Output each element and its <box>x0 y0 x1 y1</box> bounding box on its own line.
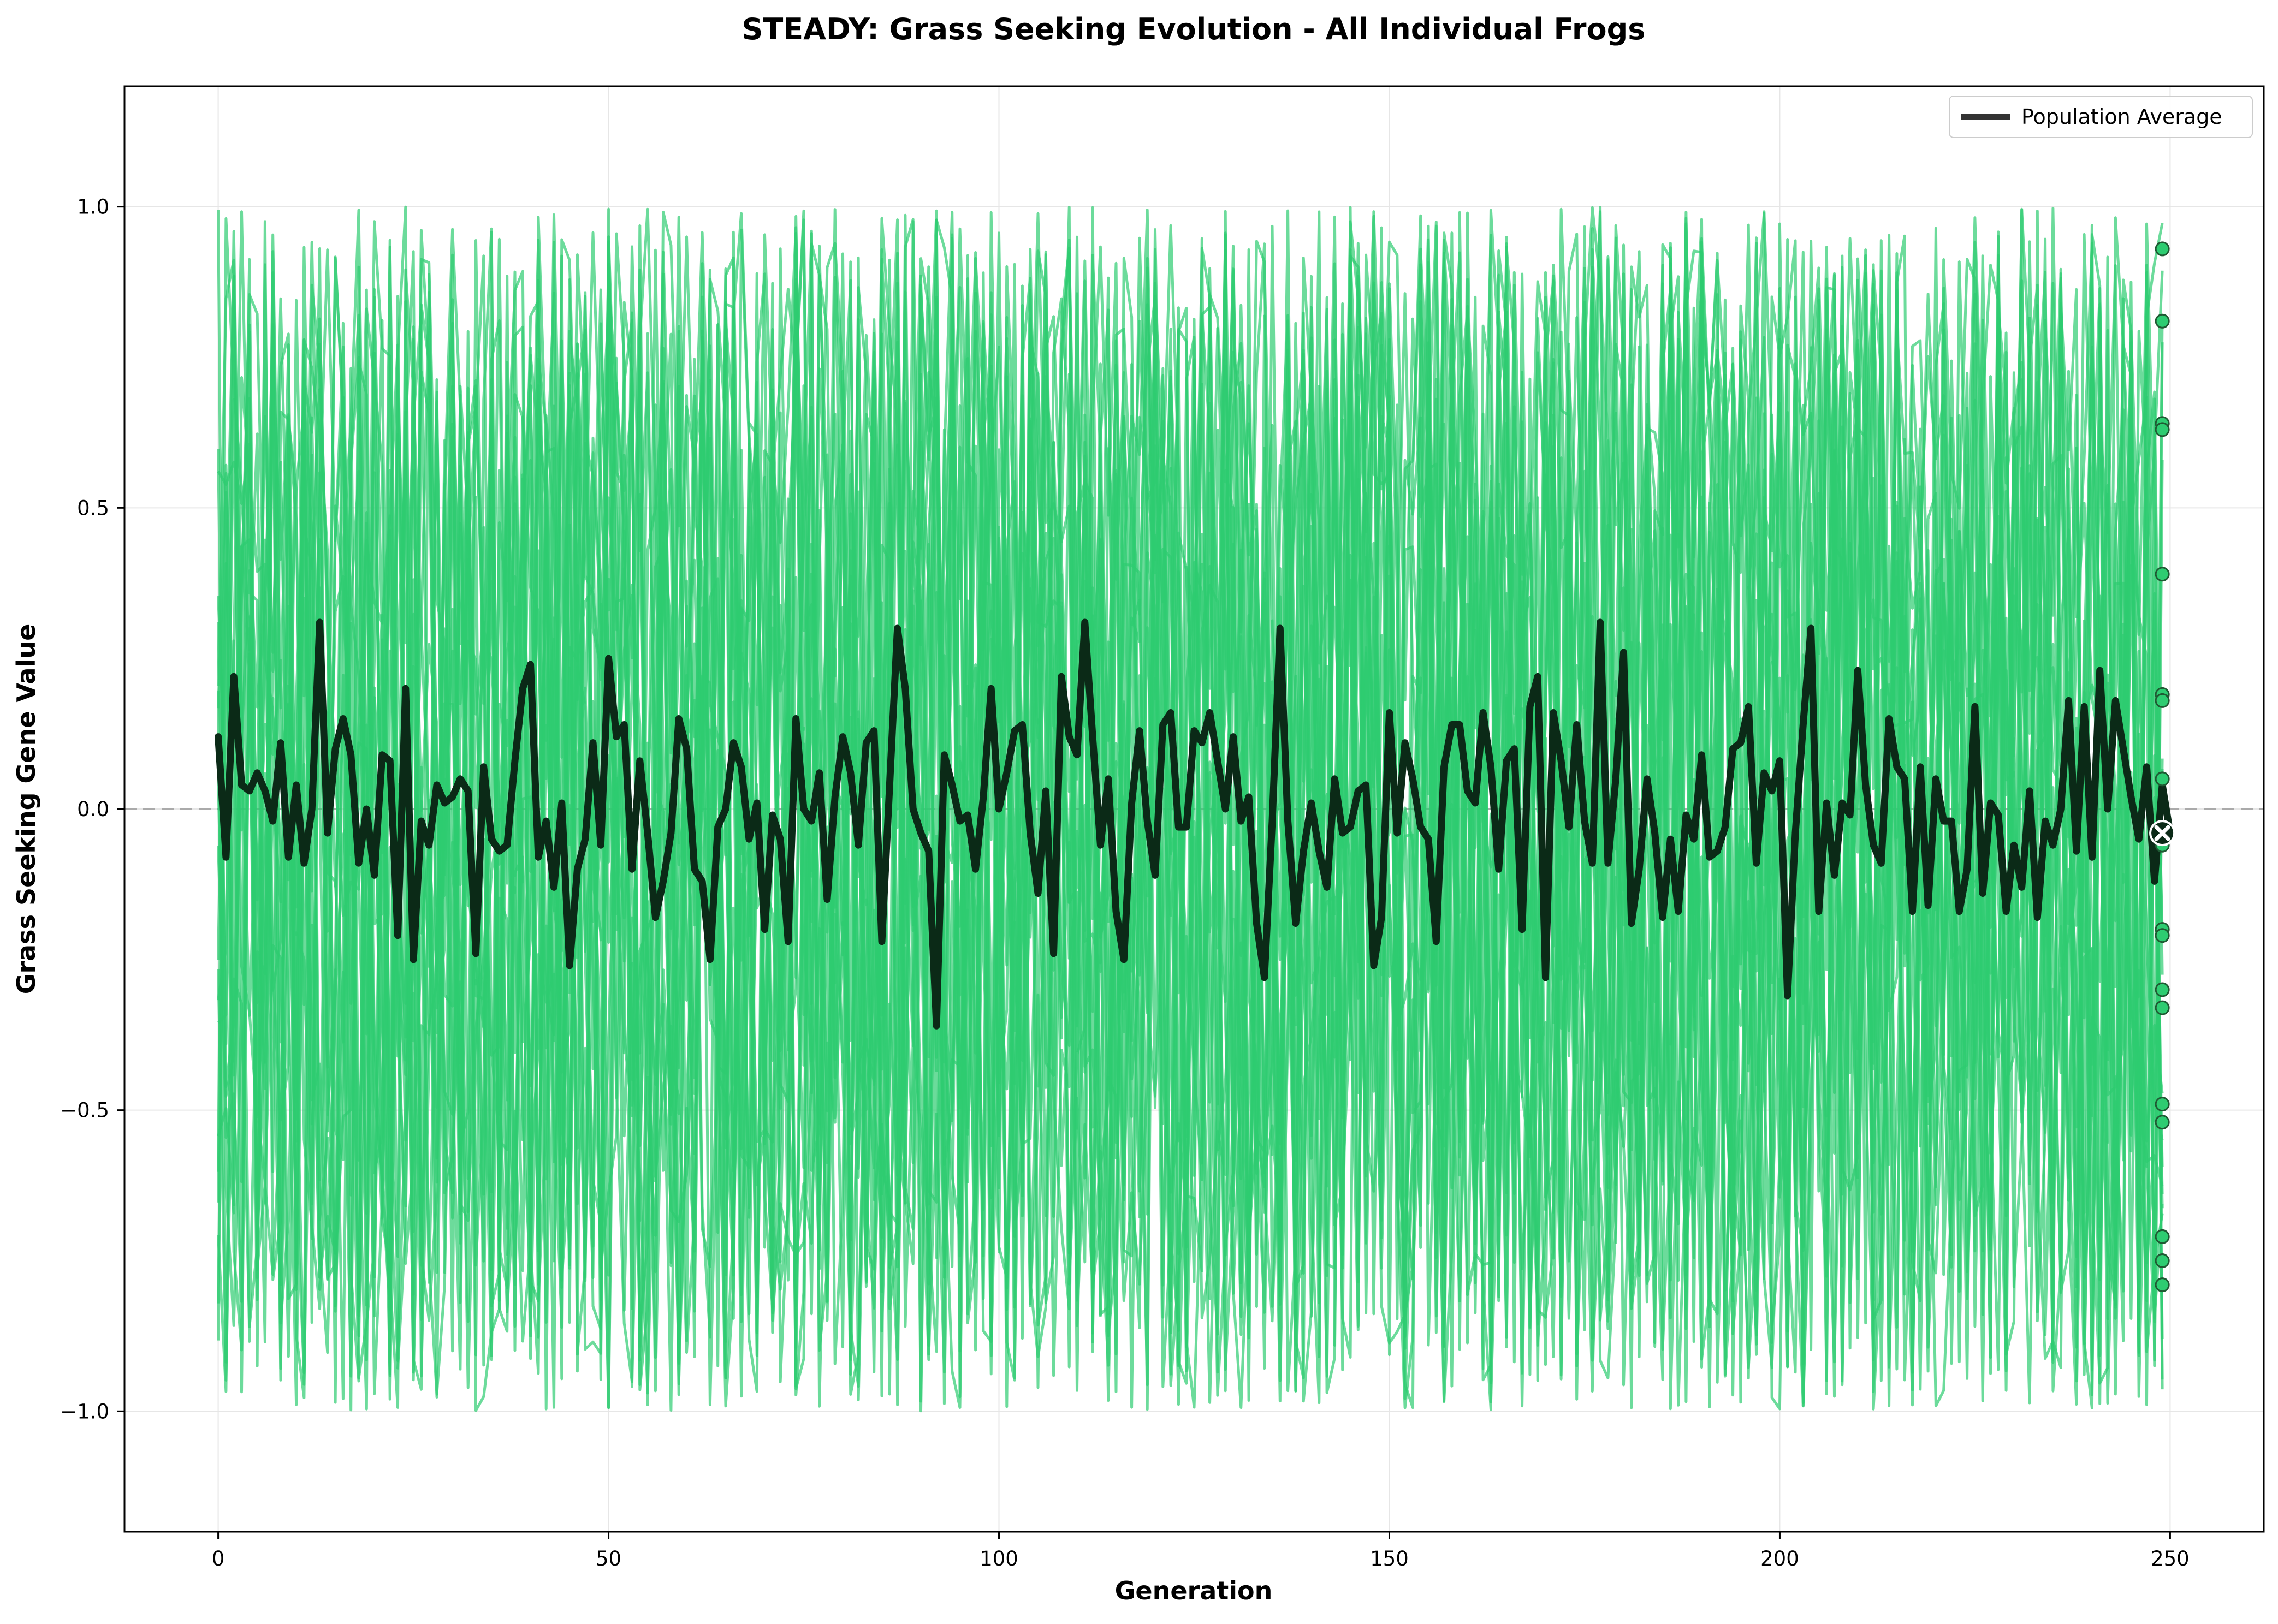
final-point-0 <box>2155 241 2170 257</box>
final-point-12 <box>2155 1000 2170 1015</box>
final-point-16 <box>2155 1253 2170 1268</box>
x-tick-label-3: 150 <box>1370 1547 1409 1571</box>
final-point-13 <box>2155 1097 2170 1112</box>
final-point-11 <box>2155 982 2170 997</box>
final-point-6 <box>2155 693 2170 708</box>
x-tick-label-0: 0 <box>212 1547 225 1571</box>
final-generation-points <box>2149 241 2176 1293</box>
population-average-series <box>215 618 2174 1030</box>
individual-line-16 <box>217 206 2164 1408</box>
y-tick-label-4: 1.0 <box>77 195 109 219</box>
legend: Population Average <box>1949 96 2253 138</box>
final-point-14 <box>2155 1115 2170 1130</box>
legend-box <box>1949 96 2253 138</box>
final-average-x-icon <box>2154 825 2170 841</box>
x-tick-label-5: 250 <box>2151 1547 2190 1571</box>
y-tick-label-1: −0.5 <box>60 1099 109 1122</box>
x-tick-label-2: 100 <box>980 1547 1018 1571</box>
final-point-7 <box>2155 771 2170 787</box>
final-point-3 <box>2155 422 2170 437</box>
final-point-1 <box>2155 313 2170 329</box>
final-point-4 <box>2155 567 2170 582</box>
legend-label-population-average: Population Average <box>2021 105 2222 129</box>
x-tick-label-1: 50 <box>596 1547 621 1571</box>
chart-title: STEADY: Grass Seeking Evolution - All In… <box>742 12 1646 46</box>
y-tick-label-0: −1.0 <box>60 1400 109 1423</box>
x-axis-label: Generation <box>1115 1576 1273 1605</box>
y-tick-label-3: 0.5 <box>77 496 109 520</box>
final-point-17 <box>2155 1277 2170 1293</box>
x-axis-ticks: 0 50 100 150 200 250 <box>212 1532 2190 1571</box>
final-point-10 <box>2155 928 2170 943</box>
population-average-line <box>215 618 2174 1030</box>
y-tick-label-2: 0.0 <box>77 798 109 821</box>
final-point-15 <box>2155 1229 2170 1244</box>
y-axis-label: Grass Seeking Gene Value <box>11 624 41 995</box>
y-axis-ticks: −1.0 −0.5 0.0 0.5 1.0 <box>60 195 124 1423</box>
x-tick-label-4: 200 <box>1760 1547 1799 1571</box>
